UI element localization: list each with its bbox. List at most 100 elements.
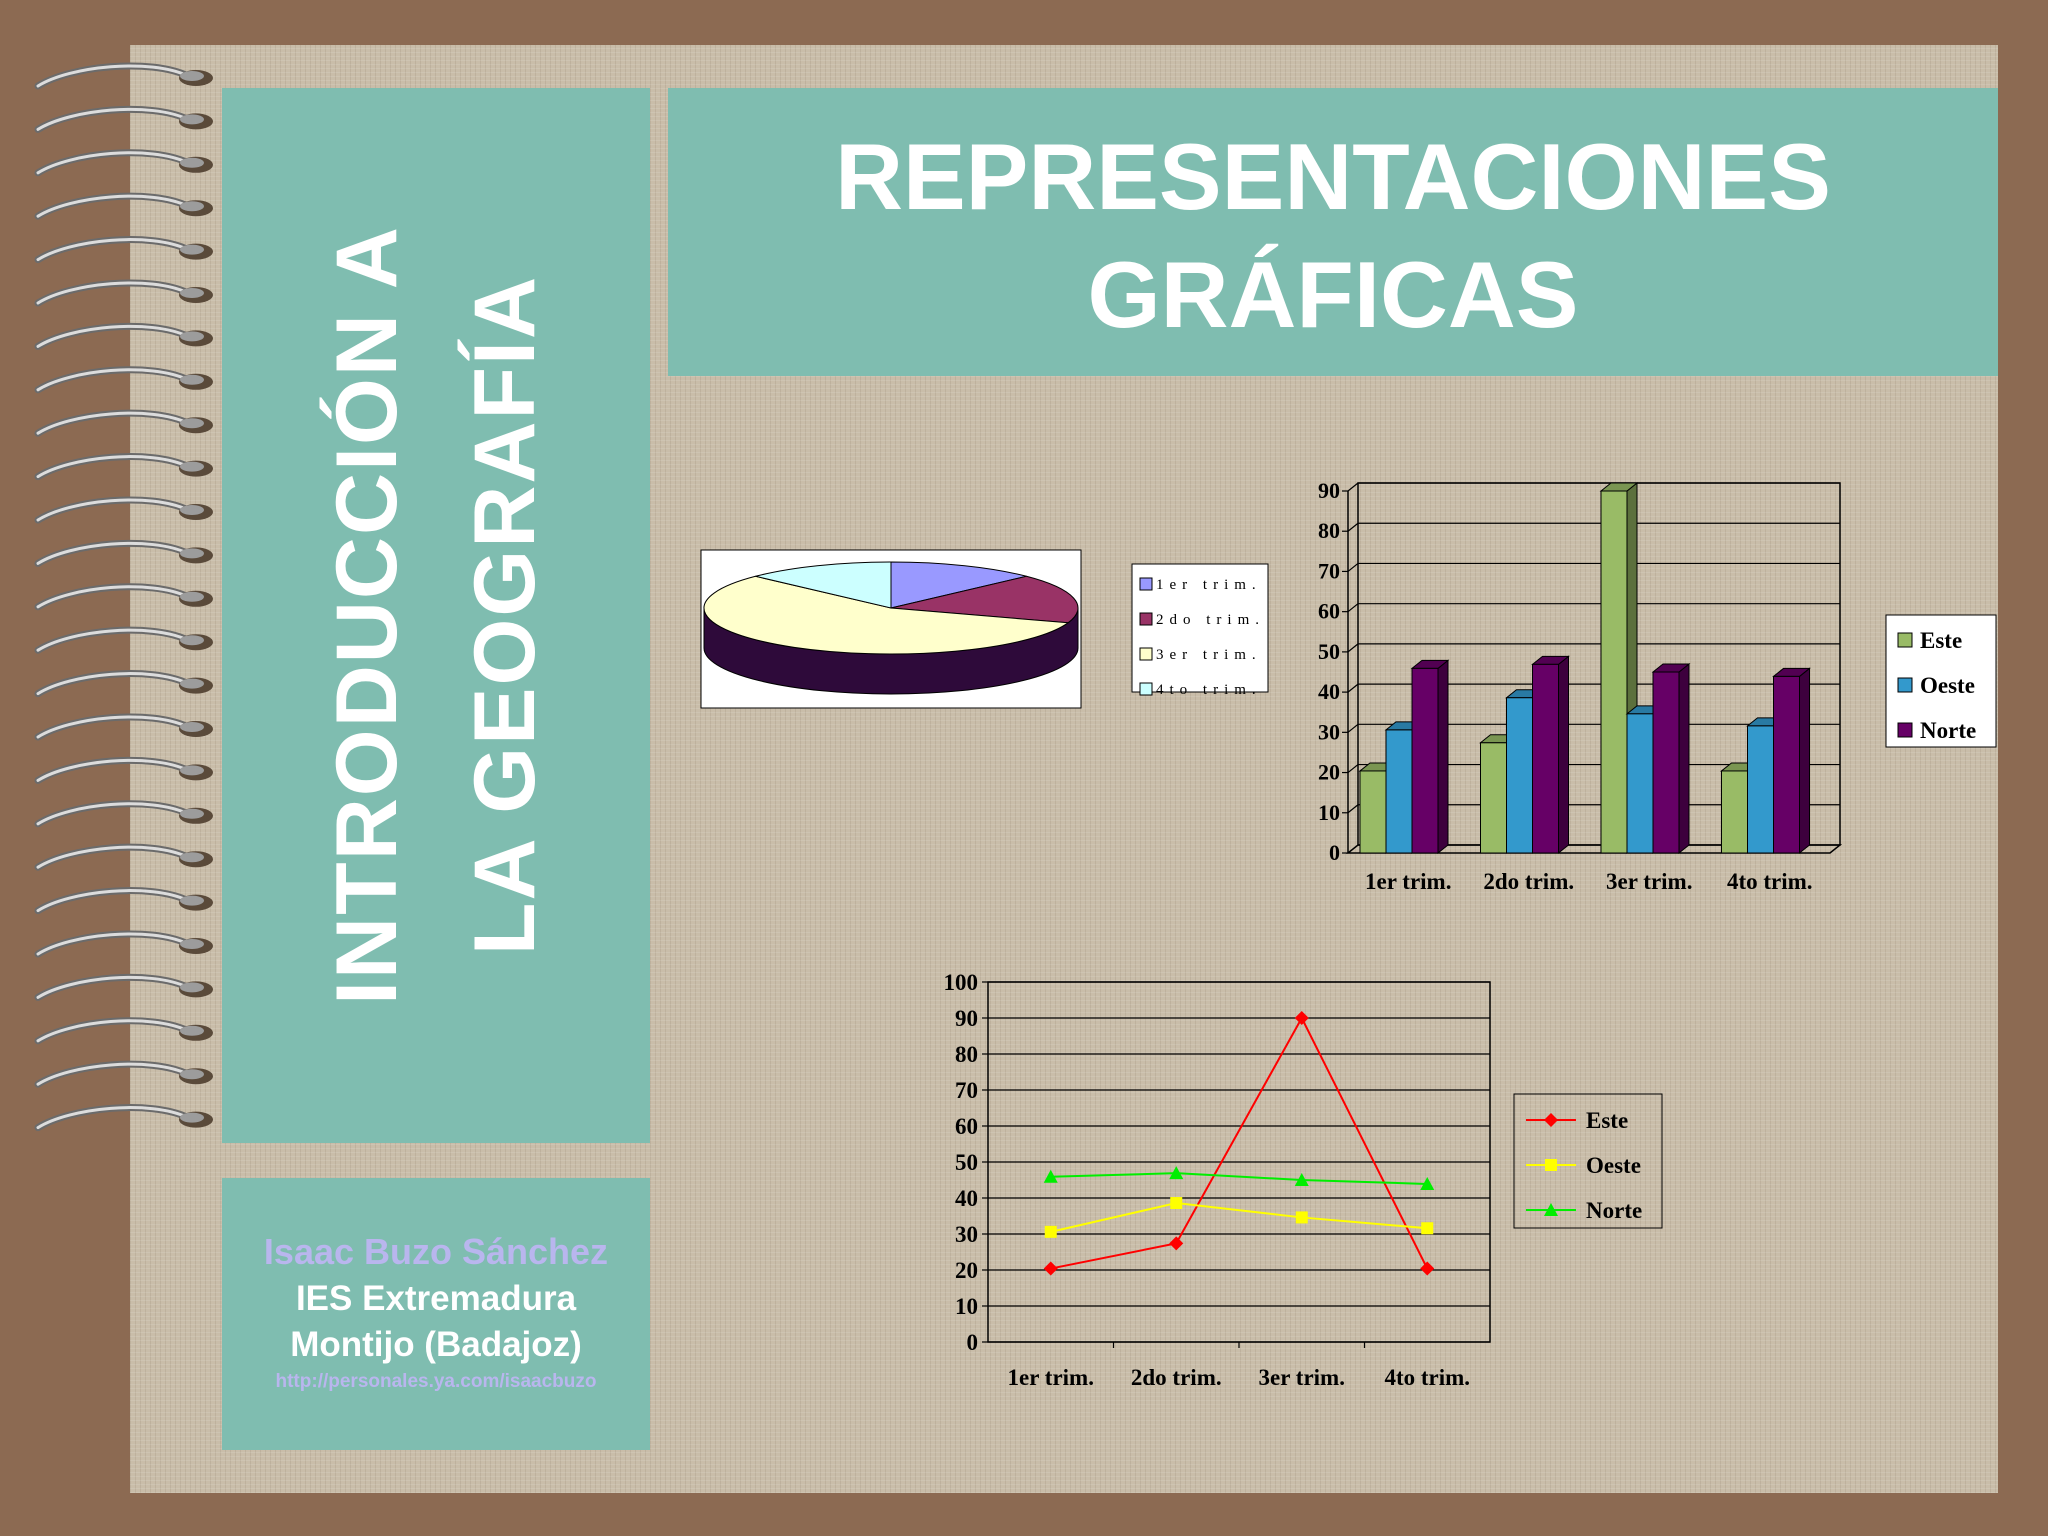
bar bbox=[1532, 663, 1559, 854]
pie-legend-swatch bbox=[1139, 577, 1153, 591]
side-title-line-1: INTRODUCCIÓN A bbox=[319, 225, 415, 1005]
spiral-ring bbox=[36, 628, 190, 652]
bar-y-tick-label: 60 bbox=[1318, 599, 1340, 624]
bar bbox=[1773, 675, 1800, 854]
bar-side bbox=[1437, 659, 1449, 855]
bar bbox=[1600, 490, 1628, 854]
author-city: Montijo (Badajoz) bbox=[290, 1325, 582, 1364]
line-x-tick-label: 4to trim. bbox=[1384, 1365, 1470, 1390]
spiral-ring-tip bbox=[180, 678, 204, 689]
spiral-ring-tip bbox=[180, 722, 204, 732]
spiral-ring-tip bbox=[180, 374, 204, 385]
pie-chart: 1er trim. 2do trim. 3er trim. 4to trim. bbox=[700, 549, 1269, 709]
bar-y-tick-label: 40 bbox=[1318, 679, 1340, 704]
bar-x-tick-label: 2do trim. bbox=[1483, 869, 1574, 894]
pie-legend-label: 2do trim. bbox=[1156, 612, 1265, 628]
bar-y-tick-label: 80 bbox=[1318, 518, 1340, 543]
bar-legend-label: Norte bbox=[1920, 718, 1976, 743]
spiral-ring-tip bbox=[180, 852, 204, 863]
spiral-ring-tip bbox=[180, 1025, 204, 1036]
bar-y-tick-label: 70 bbox=[1318, 558, 1340, 583]
page-title-line-1: REPRESENTACIONES bbox=[835, 124, 1831, 229]
spiral-ring bbox=[36, 64, 190, 88]
page-title: REPRESENTACIONES GRÁFICAS bbox=[668, 118, 1998, 354]
bar bbox=[1721, 770, 1748, 854]
line-x-tick-label: 2do trim. bbox=[1131, 1365, 1222, 1390]
line-y-tick-label: 70 bbox=[955, 1078, 978, 1103]
bar-gridline-side bbox=[1347, 804, 1359, 814]
spiral-ring-tip bbox=[180, 418, 204, 429]
line-y-tick-label: 80 bbox=[955, 1042, 978, 1067]
line-point bbox=[1421, 1222, 1434, 1235]
bar bbox=[1359, 770, 1387, 854]
bar bbox=[1506, 697, 1533, 854]
bar-x-tick-label: 1er trim. bbox=[1365, 869, 1451, 894]
spiral-ring bbox=[36, 541, 190, 565]
line-y-tick-label: 90 bbox=[955, 1006, 978, 1031]
pie-legend-swatch bbox=[1139, 647, 1153, 661]
line-series bbox=[1050, 1172, 1428, 1185]
side-title: INTRODUCCIÓN A LA GEOGRAFÍA bbox=[298, 225, 574, 1005]
spiral-ring bbox=[36, 368, 190, 392]
spiral-ring-tip bbox=[180, 808, 204, 819]
spiral-ring-tip bbox=[180, 635, 204, 646]
bar-x-tick-label: 4to trim. bbox=[1727, 869, 1813, 894]
pie-slice bbox=[703, 575, 1070, 655]
author-url[interactable]: http://personales.ya.com/isaacbuzo bbox=[275, 1371, 597, 1392]
spiral-ring-tip bbox=[180, 288, 204, 298]
spiral-ring bbox=[36, 1019, 190, 1043]
spiral-ring-tip bbox=[180, 765, 204, 776]
spiral-ring bbox=[36, 107, 190, 131]
line-point bbox=[1044, 1225, 1057, 1238]
line-point bbox=[1169, 1166, 1184, 1180]
line-y-tick-label: 60 bbox=[955, 1114, 978, 1139]
spiral-ring bbox=[36, 151, 190, 175]
pie-legend-label: 4to trim. bbox=[1156, 682, 1262, 698]
bar bbox=[1747, 725, 1774, 854]
spiral-ring bbox=[36, 672, 190, 696]
bar-legend-swatch bbox=[1897, 677, 1913, 693]
bar-gridline-side bbox=[1347, 643, 1359, 653]
bar bbox=[1626, 713, 1654, 854]
spiral-ring-tip bbox=[180, 895, 204, 906]
pie-legend-label: 1er trim. bbox=[1156, 577, 1262, 593]
spiral-ring-tip bbox=[180, 461, 204, 472]
spiral-ring-tip bbox=[180, 1112, 204, 1123]
title-panel bbox=[668, 88, 1998, 376]
line-point bbox=[1420, 1261, 1435, 1276]
pie-legend bbox=[1131, 563, 1269, 693]
spiral-ring bbox=[36, 932, 190, 956]
line-point bbox=[1294, 1173, 1309, 1186]
author-school: IES Extremadura bbox=[295, 1279, 577, 1318]
bar-gridline-side bbox=[1347, 522, 1359, 532]
line-y-tick-label: 100 bbox=[944, 970, 979, 995]
spiral-binding bbox=[34, 62, 213, 1132]
author-panel bbox=[222, 1178, 650, 1450]
bar-y-tick-label: 20 bbox=[1318, 760, 1340, 785]
spiral-ring bbox=[36, 975, 190, 999]
bar bbox=[1411, 667, 1439, 854]
line-point bbox=[1170, 1197, 1183, 1210]
line-point bbox=[1545, 1159, 1557, 1171]
bar-chart: 0 10 20 30 40 50 60 70 80 90 1er trim. 2do trim. 3er… bbox=[1318, 478, 1997, 894]
spiral-ring bbox=[36, 758, 190, 782]
spiral-ring-tip bbox=[180, 1069, 204, 1080]
line-point bbox=[1043, 1169, 1058, 1183]
bar-gridline-side bbox=[1347, 482, 1359, 492]
line-point bbox=[1295, 1211, 1308, 1224]
spiral-ring-tip bbox=[180, 548, 204, 559]
line-series bbox=[1050, 1202, 1428, 1233]
spiral-ring-tip bbox=[180, 591, 204, 602]
pie-legend-label: 3er trim. bbox=[1156, 647, 1262, 663]
bar-side bbox=[1678, 662, 1690, 855]
pie-legend-swatch bbox=[1139, 612, 1153, 626]
spiral-ring bbox=[36, 411, 190, 435]
bar bbox=[1652, 671, 1680, 854]
side-title-panel bbox=[222, 88, 650, 1143]
pie-slice bbox=[755, 561, 892, 609]
side-title-line-2: LA GEOGRAFÍA bbox=[457, 274, 553, 956]
line-y-tick-label: 40 bbox=[955, 1186, 978, 1211]
spiral-ring-tip bbox=[180, 114, 204, 125]
spiral-ring-tip bbox=[180, 939, 204, 949]
spiral-ring bbox=[36, 194, 190, 218]
